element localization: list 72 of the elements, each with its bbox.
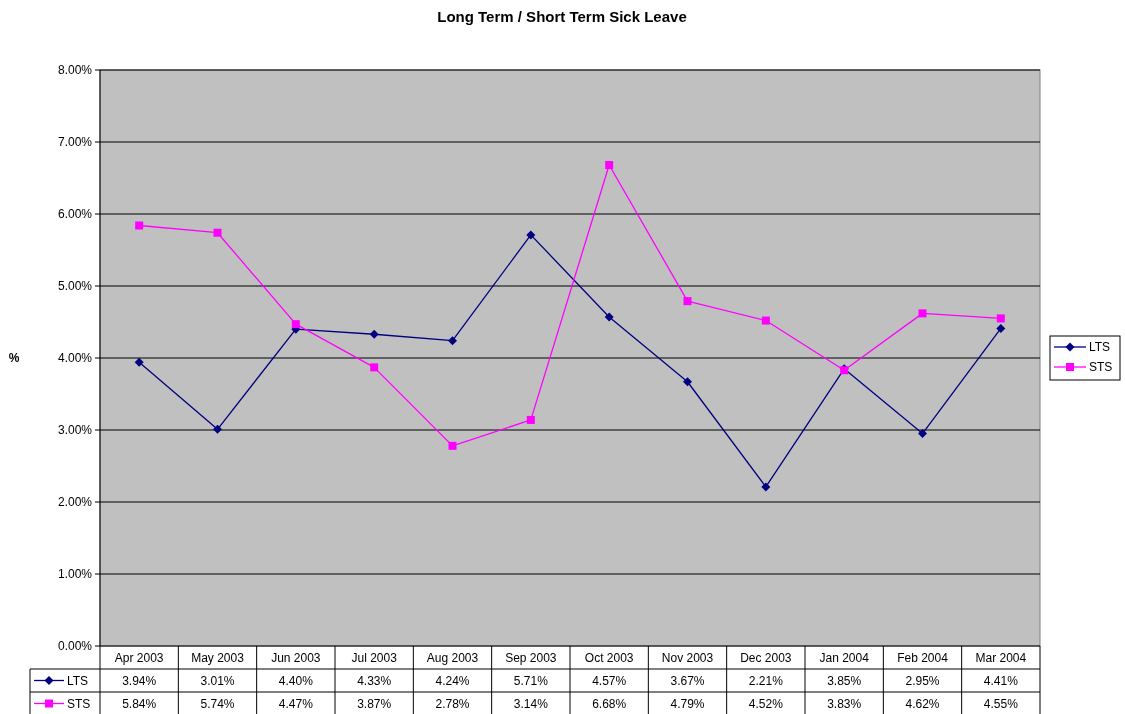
y-tick-label: 1.00% bbox=[57, 567, 93, 582]
data-label: 4.33% bbox=[357, 673, 392, 688]
data-label: 2.21% bbox=[748, 673, 784, 688]
data-label: 3.87% bbox=[357, 696, 392, 711]
point bbox=[370, 363, 379, 372]
data-label: 3.83% bbox=[827, 696, 862, 711]
data-label: 4.79% bbox=[670, 696, 705, 711]
x-tick-label: Sep 2003 bbox=[505, 650, 557, 665]
y-tick-label: 3.00% bbox=[57, 423, 93, 438]
data-label: 4.40% bbox=[278, 673, 314, 688]
data-label: 3.01% bbox=[200, 673, 235, 688]
data-label: 5.71% bbox=[513, 673, 549, 688]
data-label: 3.94% bbox=[122, 673, 157, 688]
x-tick-label: Dec 2003 bbox=[740, 650, 792, 665]
x-tick-label: Jan 2004 bbox=[819, 650, 870, 665]
y-tick-label: 4.00% bbox=[57, 351, 93, 366]
data-label: 5.84% bbox=[122, 696, 157, 711]
x-tick-label: Nov 2003 bbox=[661, 650, 714, 665]
data-label: 6.68% bbox=[592, 696, 627, 711]
point bbox=[369, 329, 379, 339]
point bbox=[683, 377, 692, 387]
point bbox=[448, 336, 457, 346]
point bbox=[605, 161, 614, 170]
x-tick-label: Aug 2003 bbox=[426, 650, 479, 665]
point bbox=[135, 221, 144, 230]
point bbox=[213, 228, 222, 237]
point bbox=[291, 320, 300, 329]
data-label: 5.74% bbox=[200, 696, 235, 711]
x-tick-label: Feb 2004 bbox=[897, 650, 949, 665]
data-label: 4.24% bbox=[435, 673, 470, 688]
point bbox=[761, 482, 771, 492]
point bbox=[526, 230, 536, 240]
data-label: 4.41% bbox=[983, 673, 1019, 688]
point bbox=[918, 429, 927, 439]
x-tick-label: Apr 2003 bbox=[114, 650, 164, 665]
x-tick-label: Oct 2003 bbox=[584, 650, 634, 665]
y-tick-label: 2.00% bbox=[57, 495, 93, 510]
point bbox=[918, 309, 927, 318]
legend-label: STS bbox=[1089, 360, 1113, 375]
x-tick-label: May 2003 bbox=[191, 650, 245, 665]
data-label: 4.55% bbox=[983, 696, 1019, 711]
point bbox=[604, 312, 614, 322]
data-label: 2.95% bbox=[905, 673, 940, 688]
point bbox=[448, 441, 457, 450]
point bbox=[996, 314, 1005, 323]
data-label: 3.14% bbox=[513, 696, 549, 711]
x-tick-label: Jul 2003 bbox=[351, 650, 398, 665]
text: STS bbox=[67, 696, 91, 711]
point bbox=[683, 297, 692, 306]
data-label: 3.85% bbox=[827, 673, 862, 688]
legend-label: LTS bbox=[1089, 340, 1111, 355]
y-axis-title: % bbox=[8, 351, 20, 366]
y-tick-label: 6.00% bbox=[57, 207, 93, 222]
point bbox=[996, 323, 1006, 333]
point bbox=[526, 415, 535, 424]
chart-title: Long Term / Short Term Sick Leave bbox=[437, 8, 687, 25]
y-tick-label: 0.00% bbox=[57, 639, 93, 654]
text: LTS bbox=[67, 673, 89, 688]
y-tick-label: 8.00% bbox=[57, 63, 93, 78]
data-label: 4.62% bbox=[905, 696, 940, 711]
data-label: 4.47% bbox=[278, 696, 314, 711]
point bbox=[213, 424, 222, 434]
data-label: 3.67% bbox=[670, 673, 705, 688]
x-tick-label: Jun 2003 bbox=[271, 650, 321, 665]
data-label: 4.52% bbox=[748, 696, 784, 711]
data-label: 4.57% bbox=[592, 673, 627, 688]
y-tick-label: 5.00% bbox=[57, 279, 93, 294]
data-label: 2.78% bbox=[435, 696, 470, 711]
point bbox=[134, 357, 144, 367]
point bbox=[761, 316, 770, 325]
y-tick-label: 7.00% bbox=[57, 135, 93, 150]
x-tick-label: Mar 2004 bbox=[975, 650, 1027, 665]
